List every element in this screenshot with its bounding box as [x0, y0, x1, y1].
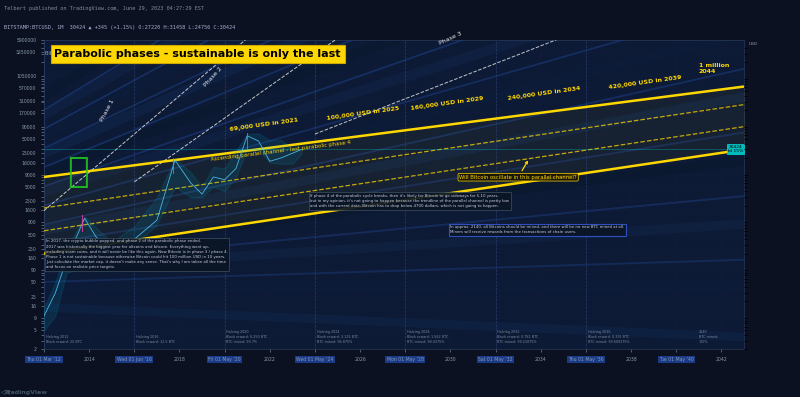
Text: 160,000 USD in 2029: 160,000 USD in 2029 — [410, 96, 483, 111]
Text: Halving 2016
Block reward: 12.5 BTC: Halving 2016 Block reward: 12.5 BTC — [136, 335, 175, 344]
Text: Phase 1: Phase 1 — [99, 98, 115, 122]
Text: 1 million
2044: 1 million 2044 — [699, 64, 730, 74]
Text: 100,000 USD in 2025: 100,000 USD in 2025 — [326, 106, 400, 121]
Text: Halving 2028
Block reward: 1.562 BTC
BTC mined: 98.4375%: Halving 2028 Block reward: 1.562 BTC BTC… — [407, 330, 448, 344]
Text: 240,000 USD in 2034: 240,000 USD in 2034 — [507, 86, 580, 102]
Text: Phase 2: Phase 2 — [203, 66, 223, 87]
Text: BITSTAMP:BTCUSD, 1M  30424 ▲ +345 (+1.15%) O:27220 H:31458 L:24756 C:30424: BITSTAMP:BTCUSD, 1M 30424 ▲ +345 (+1.15%… — [4, 25, 235, 29]
Text: Will Bitcoin oscillate in this parallel channel?: Will Bitcoin oscillate in this parallel … — [459, 162, 577, 180]
Text: Parabolic phases - sustainable is only the last: Parabolic phases - sustainable is only t… — [54, 49, 341, 59]
Text: 420,000 USD in 2039: 420,000 USD in 2039 — [609, 75, 682, 90]
Text: In approx. 2140, all Bitcoins should be mined, and there will be no new BTC mine: In approx. 2140, all Bitcoins should be … — [450, 225, 625, 234]
Text: 30424
ld 15%: 30424 ld 15% — [728, 145, 743, 154]
Text: Halving 2020
Block reward: 6.250 BTC
BTC mined: 93.7%: Halving 2020 Block reward: 6.250 BTC BTC… — [226, 330, 268, 344]
Text: Telbert published on TradingView.com, June 29, 2023 04:27:29 EST: Telbert published on TradingView.com, Ju… — [4, 6, 204, 11]
Text: Halving 2012
Block reward: 25 BTC: Halving 2012 Block reward: 25 BTC — [46, 335, 82, 344]
Text: Ascending parallel channel - last parabolic phase 4: Ascending parallel channel - last parabo… — [210, 140, 351, 162]
Text: ₿: ₿ — [67, 155, 89, 189]
Text: Halving 2032
Block reward: 0.781 BTC
BTC mined: 99.21875%: Halving 2032 Block reward: 0.781 BTC BTC… — [498, 330, 538, 344]
Text: If phase 4 of the parabolic cycle breaks, then it's likely for Bitcoin to go sid: If phase 4 of the parabolic cycle breaks… — [310, 194, 510, 208]
Text: Halving 2036
Block reward: 0.391 BTC
BTC mined: 99.609375%: Halving 2036 Block reward: 0.391 BTC BTC… — [588, 330, 630, 344]
Text: Phase 3: Phase 3 — [438, 31, 462, 46]
Text: 69,000 USD in 2021: 69,000 USD in 2021 — [229, 117, 298, 132]
Text: Halving 2024
Block reward: 3.125 BTC
BTC mined: 96.875%: Halving 2024 Block reward: 3.125 BTC BTC… — [317, 330, 358, 344]
Text: TradingView: TradingView — [4, 390, 47, 395]
Text: Bitcoin / U.S. Dollar, 1M, BITSTAMP: Bitcoin / U.S. Dollar, 1M, BITSTAMP — [45, 50, 130, 55]
Text: ᐊᐊ: ᐊᐊ — [1, 390, 11, 396]
Text: In 2017, the crypto bubble popped, and phase 2 of the parabolic phase ended.
201: In 2017, the crypto bubble popped, and p… — [46, 239, 228, 269]
Text: 2140
BTC mined:
100%: 2140 BTC mined: 100% — [699, 330, 718, 344]
